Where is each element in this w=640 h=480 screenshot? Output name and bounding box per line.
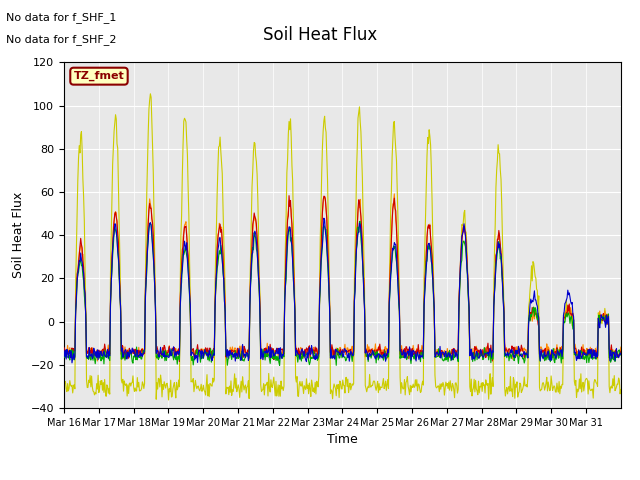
X-axis label: Time: Time — [327, 433, 358, 446]
Text: Soil Heat Flux: Soil Heat Flux — [263, 26, 377, 45]
Text: No data for f_SHF_1: No data for f_SHF_1 — [6, 12, 116, 23]
Text: No data for f_SHF_2: No data for f_SHF_2 — [6, 34, 117, 45]
Text: TZ_fmet: TZ_fmet — [74, 71, 124, 81]
Y-axis label: Soil Heat Flux: Soil Heat Flux — [12, 192, 25, 278]
